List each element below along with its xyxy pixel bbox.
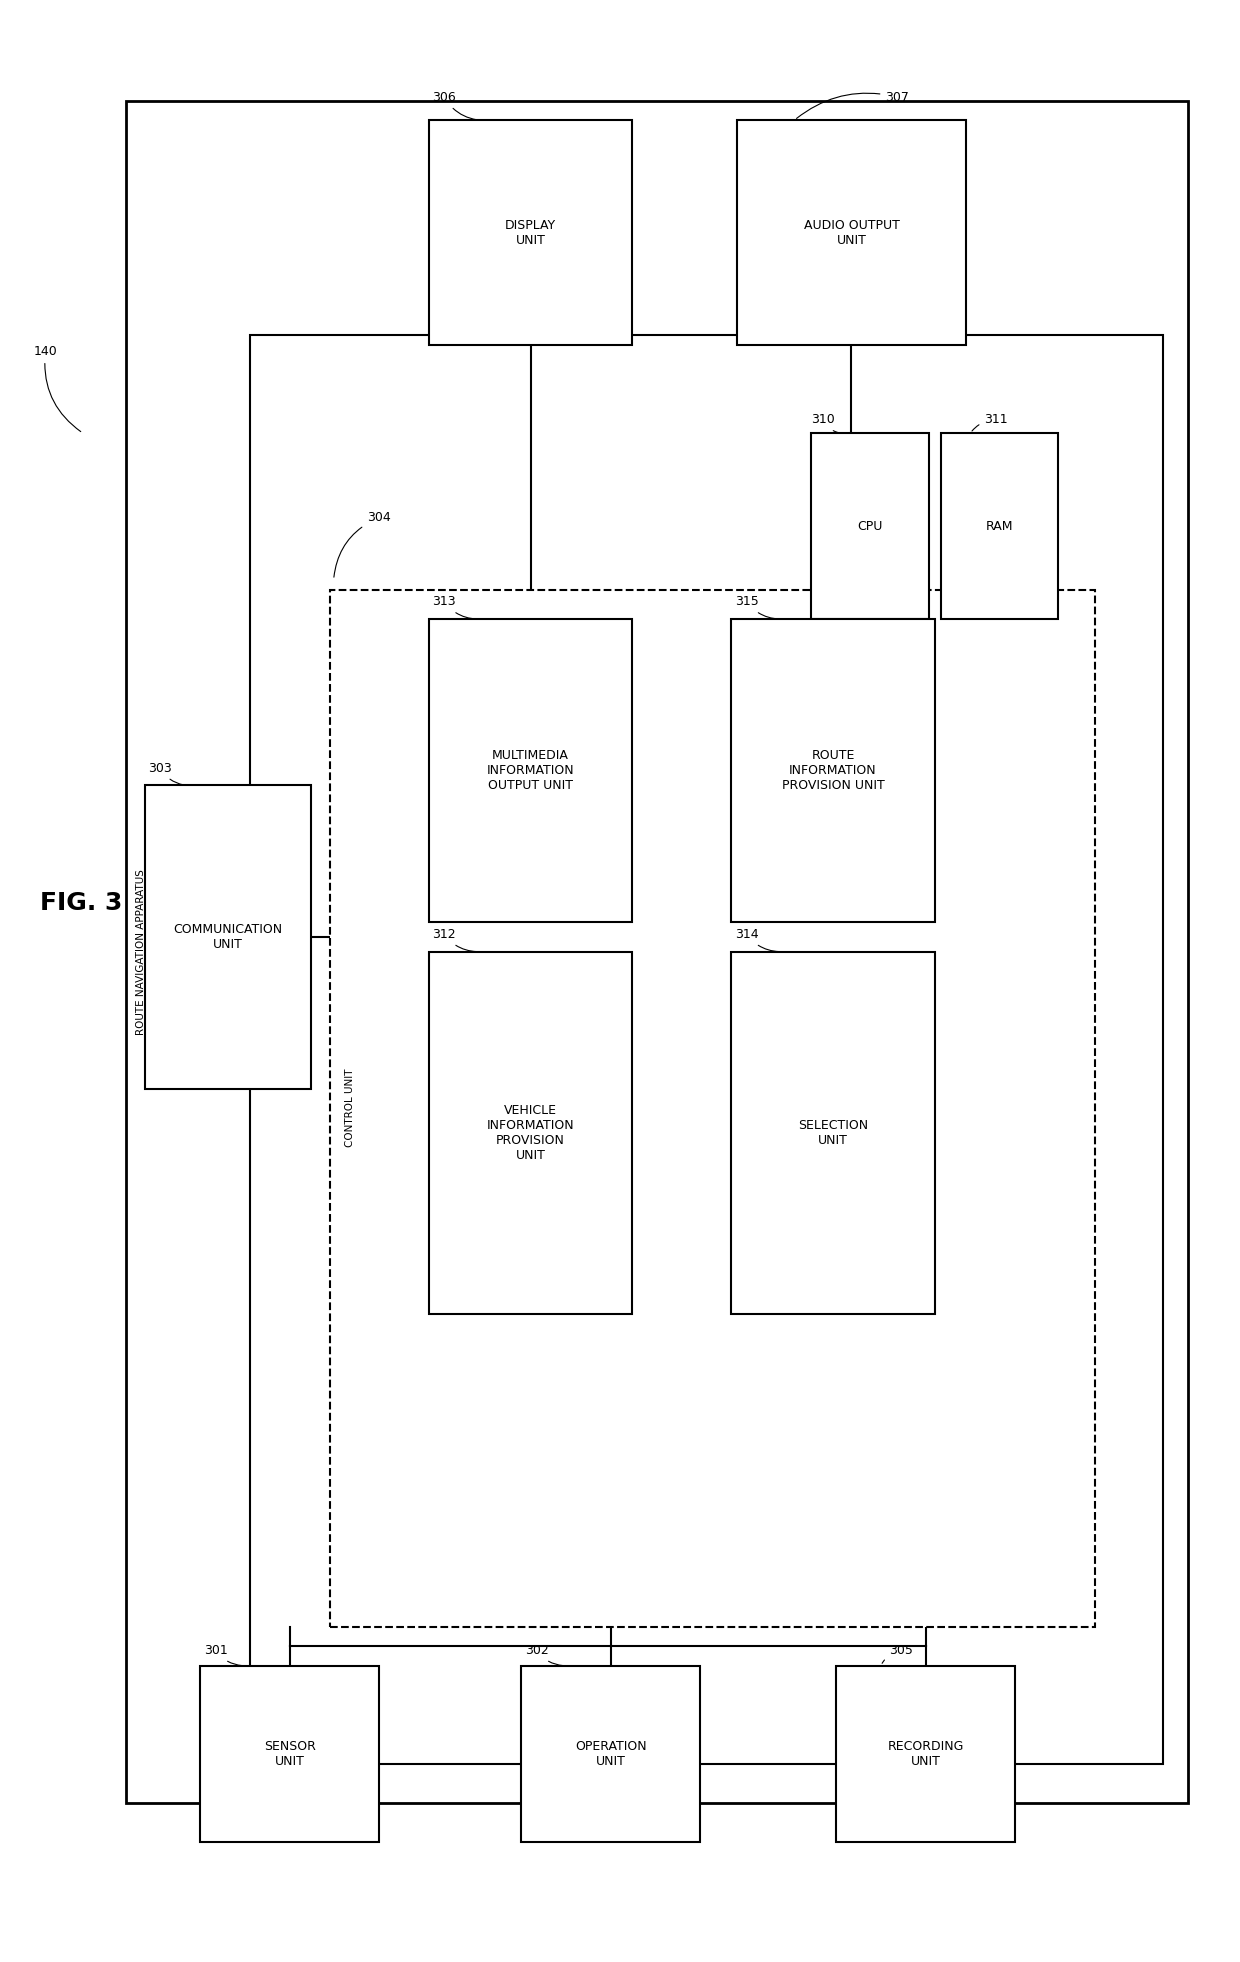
Bar <box>145 785 311 1089</box>
Text: AUDIO OUTPUT
UNIT: AUDIO OUTPUT UNIT <box>804 218 899 247</box>
Text: 310: 310 <box>811 414 838 432</box>
Text: 307: 307 <box>796 90 909 118</box>
Text: RECORDING
UNIT: RECORDING UNIT <box>888 1740 963 1768</box>
Text: 303: 303 <box>149 761 184 785</box>
Text: 314: 314 <box>735 928 779 952</box>
Text: VEHICLE
INFORMATION
PROVISION
UNIT: VEHICLE INFORMATION PROVISION UNIT <box>486 1103 574 1162</box>
Bar <box>429 620 632 922</box>
Text: 306: 306 <box>433 90 477 120</box>
Bar <box>330 591 1095 1626</box>
Bar <box>811 434 929 620</box>
Text: 140: 140 <box>33 345 81 432</box>
Text: 302: 302 <box>525 1644 563 1666</box>
Bar <box>521 1666 701 1842</box>
Bar <box>836 1666 1016 1842</box>
Text: 304: 304 <box>334 512 391 577</box>
Text: MULTIMEDIA
INFORMATION
OUTPUT UNIT: MULTIMEDIA INFORMATION OUTPUT UNIT <box>486 749 574 793</box>
Bar <box>429 952 632 1315</box>
Bar <box>738 120 966 345</box>
Text: SENSOR
UNIT: SENSOR UNIT <box>264 1740 316 1768</box>
Text: RAM: RAM <box>986 520 1013 532</box>
Text: CPU: CPU <box>857 520 883 532</box>
Text: ROUTE NAVIGATION APPARATUS: ROUTE NAVIGATION APPARATUS <box>136 869 146 1034</box>
Text: ROUTE
INFORMATION
PROVISION UNIT: ROUTE INFORMATION PROVISION UNIT <box>781 749 884 793</box>
Text: CONTROL UNIT: CONTROL UNIT <box>345 1069 355 1148</box>
Text: FIG. 3: FIG. 3 <box>40 891 123 914</box>
Text: 301: 301 <box>205 1644 242 1666</box>
Bar <box>732 952 935 1315</box>
Bar <box>429 120 632 345</box>
Text: SELECTION
UNIT: SELECTION UNIT <box>797 1118 868 1146</box>
Bar <box>201 1666 379 1842</box>
Bar <box>941 434 1058 620</box>
Text: 311: 311 <box>972 414 1008 432</box>
Bar <box>126 100 1188 1803</box>
Text: OPERATION
UNIT: OPERATION UNIT <box>575 1740 646 1768</box>
Text: 312: 312 <box>433 928 477 952</box>
Text: COMMUNICATION
UNIT: COMMUNICATION UNIT <box>174 922 283 952</box>
Bar <box>249 336 1163 1764</box>
Text: 315: 315 <box>735 594 779 620</box>
Bar <box>732 620 935 922</box>
Text: DISPLAY
UNIT: DISPLAY UNIT <box>505 218 556 247</box>
Text: 305: 305 <box>882 1644 913 1664</box>
Text: 313: 313 <box>433 594 477 620</box>
